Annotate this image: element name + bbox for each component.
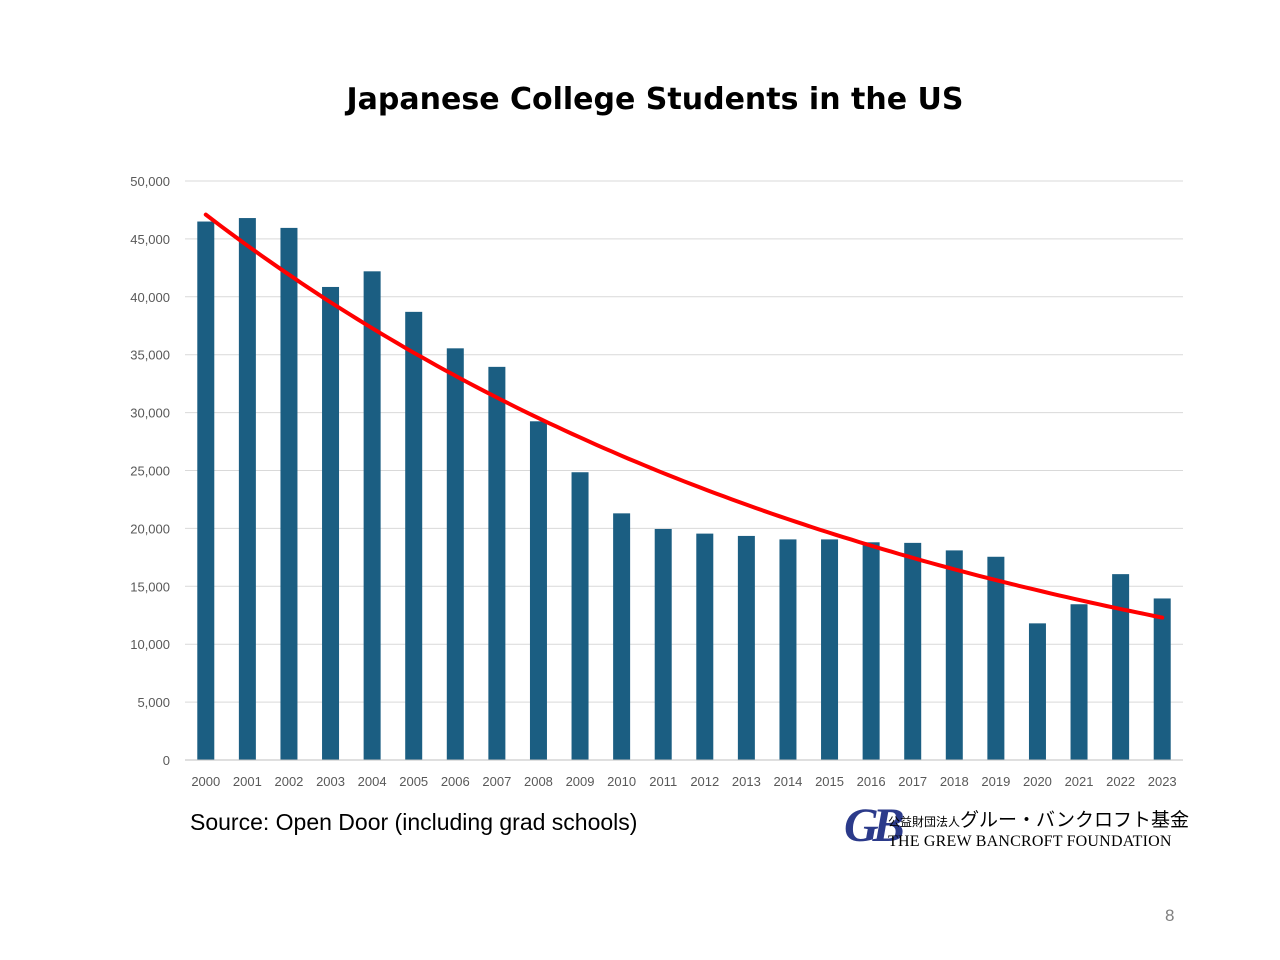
page-number: 8 bbox=[1165, 906, 1175, 925]
x-tick-label: 2012 bbox=[690, 774, 719, 789]
bar-2013 bbox=[737, 535, 755, 760]
bar-2007 bbox=[488, 366, 506, 760]
bar-2008 bbox=[529, 421, 547, 760]
bar-2014 bbox=[779, 539, 797, 760]
x-tick-label: 2013 bbox=[732, 774, 761, 789]
x-tick-label: 2018 bbox=[940, 774, 969, 789]
logo-jp-title: グルー・バンクロフト基金 bbox=[960, 809, 1189, 831]
x-tick-label: 2000 bbox=[191, 774, 220, 789]
bar-2004 bbox=[363, 271, 381, 760]
x-tick-label: 2005 bbox=[399, 774, 428, 789]
y-tick-label: 15,000 bbox=[130, 579, 170, 594]
x-tick-label: 2019 bbox=[981, 774, 1010, 789]
trendline bbox=[203, 212, 1165, 620]
x-tick-label: 2022 bbox=[1106, 774, 1135, 789]
x-tick-label: 2007 bbox=[482, 774, 511, 789]
bar-2002 bbox=[280, 227, 298, 761]
foundation-logo: GB 公益財団法人グルー・バンクロフト基金 THE GREW BANCROFT … bbox=[840, 798, 1189, 858]
x-tick-label: 2009 bbox=[566, 774, 595, 789]
x-tick-label: 2001 bbox=[233, 774, 262, 789]
bar-2023 bbox=[1153, 598, 1171, 760]
x-tick-label: 2021 bbox=[1065, 774, 1094, 789]
x-tick-label: 2011 bbox=[649, 774, 677, 789]
y-tick-label: 40,000 bbox=[130, 290, 170, 305]
x-tick-label: 2002 bbox=[274, 774, 303, 789]
bar-2005 bbox=[405, 311, 423, 760]
gridlines bbox=[185, 180, 1183, 703]
bar-2000 bbox=[197, 221, 215, 760]
logo-english-name: THE GREW BANCROFT FOUNDATION bbox=[888, 833, 1172, 850]
chart-title: Japanese College Students in the US bbox=[346, 82, 964, 117]
bar-2001 bbox=[238, 218, 256, 760]
y-tick-label: 20,000 bbox=[130, 521, 170, 536]
x-tick-label: 2015 bbox=[815, 774, 844, 789]
y-tick-label: 35,000 bbox=[130, 348, 170, 363]
bar-2010 bbox=[613, 513, 631, 760]
y-tick-label: 25,000 bbox=[130, 464, 170, 479]
y-tick-label: 45,000 bbox=[130, 232, 170, 247]
bars bbox=[197, 218, 1171, 761]
y-axis: 0 5,000 10,000 15,000 20,000 25,000 30,000 35,0… bbox=[130, 174, 170, 768]
x-tick-label: 2020 bbox=[1023, 774, 1052, 789]
x-tick-label: 2010 bbox=[607, 774, 636, 789]
y-tick-label: 50,000 bbox=[130, 174, 170, 189]
bar-2003 bbox=[322, 286, 340, 760]
x-tick-label: 2003 bbox=[316, 774, 345, 789]
logo-mark: GB bbox=[844, 799, 905, 852]
x-tick-label: 2006 bbox=[441, 774, 470, 789]
x-tick-label: 2014 bbox=[773, 774, 802, 789]
y-tick-label: 10,000 bbox=[130, 637, 170, 652]
bar-2015 bbox=[821, 539, 839, 760]
y-tick-label: 30,000 bbox=[130, 406, 170, 421]
logo-japanese-name: 公益財団法人グルー・バンクロフト基金 bbox=[888, 805, 1189, 832]
y-tick-label: 5,000 bbox=[137, 695, 170, 710]
bar-2017 bbox=[904, 542, 922, 760]
logo-jp-prefix: 公益財団法人 bbox=[888, 815, 961, 829]
bar-2018 bbox=[945, 550, 963, 760]
bar-2020 bbox=[1028, 623, 1046, 760]
x-tick-label: 2004 bbox=[358, 774, 387, 789]
source-note: Source: Open Door (including grad school… bbox=[190, 809, 638, 835]
x-axis: 2000 2001 2002 2003 2004 2005 2006 2007 2008 2009… bbox=[185, 759, 1183, 789]
bar-2009 bbox=[571, 472, 589, 760]
x-tick-label: 2016 bbox=[857, 774, 886, 789]
bar-2016 bbox=[862, 542, 880, 760]
bar-2011 bbox=[654, 528, 672, 760]
bar-2022 bbox=[1112, 574, 1130, 760]
bar-2006 bbox=[446, 348, 464, 760]
bar-2012 bbox=[696, 533, 714, 760]
y-tick-label: 0 bbox=[163, 753, 170, 768]
trendline-group bbox=[203, 212, 1165, 620]
x-tick-label: 2008 bbox=[524, 774, 553, 789]
x-tick-label: 2017 bbox=[898, 774, 927, 789]
x-tick-label: 2023 bbox=[1148, 774, 1177, 789]
bar-2021 bbox=[1070, 604, 1088, 760]
bar-2019 bbox=[987, 556, 1005, 760]
